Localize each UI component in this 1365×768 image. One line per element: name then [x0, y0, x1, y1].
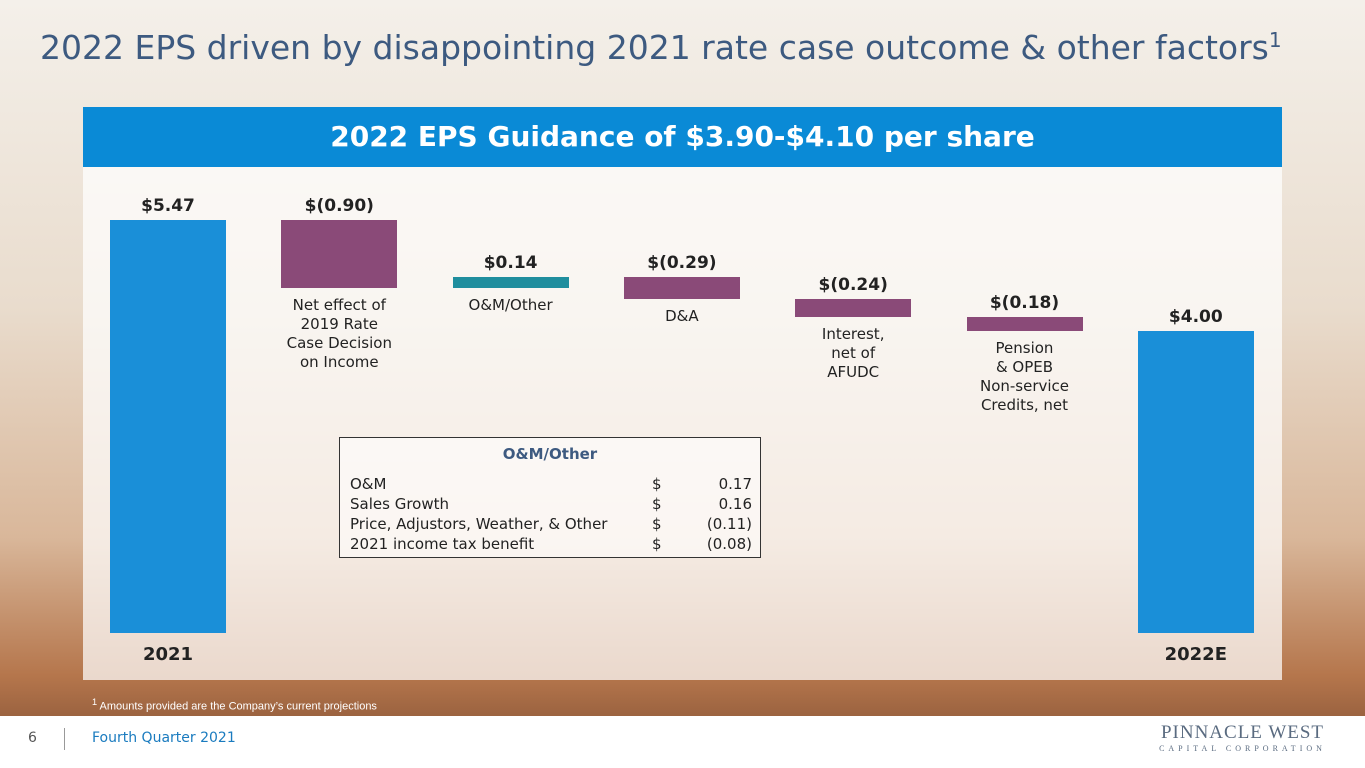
table-cell: 2021 income tax benefit [350, 535, 535, 553]
title-text: 2022 EPS driven by disappointing 2021 ra… [40, 28, 1269, 67]
chart-title: 2022 EPS Guidance of $3.90-$4.10 per sha… [83, 107, 1282, 167]
chart-panel [83, 107, 1282, 680]
category-label: Pension & OPEB Non-service Credits, net [979, 338, 1070, 414]
table-row: Price, Adjustors, Weather, & Other $ (0.11… [340, 515, 760, 535]
bar [110, 220, 226, 633]
bar [452, 277, 569, 288]
category-label: O&M/Other [468, 295, 553, 314]
table-title: O&M/Other [502, 445, 598, 463]
table-cell: $ [652, 495, 662, 513]
table-row: 2021 income tax benefit $ (0.08) [340, 535, 760, 555]
value-label: $5.47 [141, 196, 195, 216]
value-label: $(0.29) [647, 253, 717, 274]
table-cell: 0.17 [718, 475, 752, 493]
value-label: $(0.18) [989, 293, 1060, 314]
category-label: Net effect of 2019 Rate Case Decision on… [286, 295, 392, 371]
table-cell: $ [652, 475, 662, 493]
category-label: Interest, net of AFUDC [821, 325, 885, 382]
logo: PINNACLE WEST CAPITAL CORPORATION [1150, 722, 1335, 753]
table-row: O&M $0.17 [340, 475, 760, 495]
footnote-text: Amounts provided are the Company’s curre… [99, 700, 377, 713]
bar [281, 220, 398, 288]
slide-title: 2022 EPS driven by disappointing 2021 ra… [40, 28, 1282, 67]
bar [623, 277, 740, 300]
table-cell: (0.08) [706, 535, 752, 553]
category-label: 2021 [142, 644, 194, 665]
bar [966, 317, 1083, 331]
divider [64, 728, 65, 750]
bar [795, 299, 912, 318]
bar [1137, 330, 1254, 633]
footnote: 1 Amounts provided are the Company’s cur… [92, 697, 377, 713]
table-cell: Sales Growth [350, 495, 449, 513]
table-cell: O&M [350, 475, 387, 493]
logo-sub: CAPITAL CORPORATION [1159, 744, 1326, 753]
footnote-marker: 1 [92, 697, 98, 707]
table-cell: $ [652, 515, 662, 533]
category-label: D&A [665, 307, 699, 326]
table-body: O&M $0.17 Sales Growth $0.16 Price, Adjustor… [340, 475, 760, 555]
value-label: $4.00 [1168, 306, 1223, 327]
value-label: $(0.90) [304, 196, 374, 216]
table-cell: (0.11) [706, 515, 752, 533]
value-label: $0.14 [483, 253, 538, 274]
category-label: 2022E [1164, 644, 1227, 665]
page-number: 6 [28, 730, 37, 746]
footer-subtitle: Fourth Quarter 2021 [92, 730, 236, 746]
title-superscript: 1 [1268, 28, 1282, 52]
value-label: $(0.24) [818, 275, 888, 296]
table-cell: Price, Adjustors, Weather, & Other [350, 515, 608, 533]
breakdown-table: O&M/Other O&M $0.17 Sales Growth $0.16 Price… [339, 437, 761, 558]
table-cell: $ [652, 535, 662, 553]
table-cell: 0.16 [718, 495, 752, 513]
table-row: Sales Growth $0.16 [340, 495, 760, 515]
logo-name: PINNACLE WEST [1160, 722, 1325, 743]
footer: 6 Fourth Quarter 2021 PINNACLE WEST CAPI… [0, 716, 1365, 768]
